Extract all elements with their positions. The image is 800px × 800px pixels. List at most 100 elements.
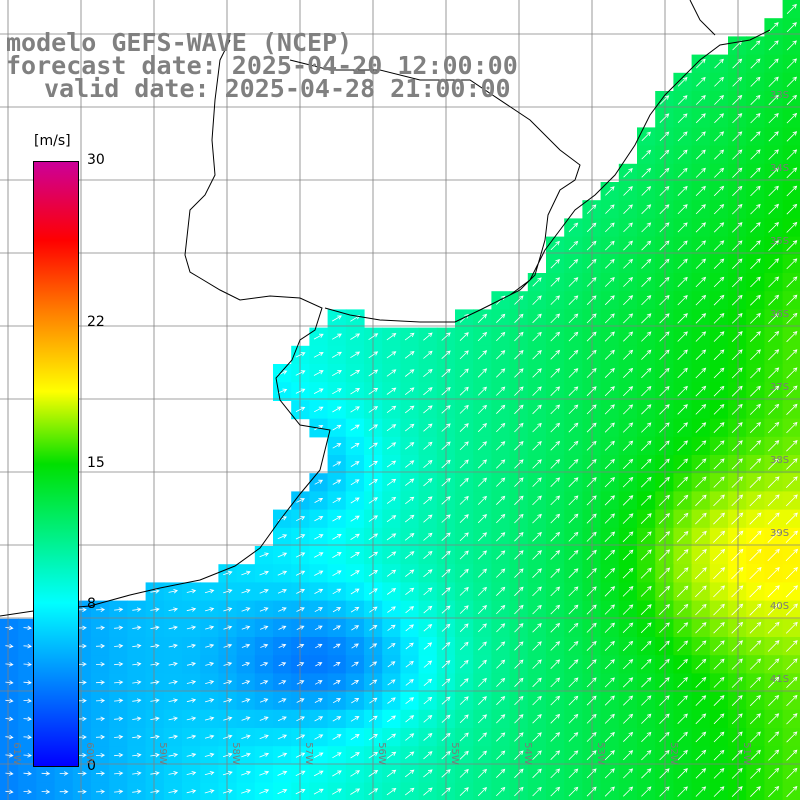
wind-arrow [732, 185, 743, 197]
wind-arrow [514, 732, 524, 742]
wind-arrow [496, 696, 506, 706]
wind-arrow [550, 477, 561, 487]
wind-cell [728, 400, 747, 420]
wind-arrow [641, 440, 652, 451]
wind-arrow [767, 621, 780, 634]
wind-arrow [386, 733, 397, 741]
wind-cell [673, 163, 693, 183]
wind-cell [473, 673, 492, 693]
wind-arrow [295, 734, 306, 740]
wind-cell [637, 327, 656, 347]
wind-cell [673, 273, 693, 292]
wind-cell [637, 309, 656, 329]
wind-cell [600, 764, 620, 784]
wind-cell [728, 455, 747, 474]
wind-arrow [677, 313, 688, 324]
wind-cell [564, 600, 583, 620]
wind-cell [546, 582, 565, 602]
wind-cell [691, 54, 711, 74]
wind-arrow [622, 422, 634, 433]
wind-cell [728, 473, 747, 492]
wind-cell [764, 145, 784, 165]
wind-arrow [732, 203, 743, 215]
wind-cell [564, 291, 583, 310]
wind-cell [746, 291, 765, 310]
wind-cell [764, 436, 784, 456]
wind-arrow [405, 660, 414, 668]
wind-cell [455, 345, 474, 365]
wind-arrow [532, 531, 542, 542]
wind-arrow [568, 222, 579, 233]
wind-arrow [132, 607, 142, 612]
wind-arrow [459, 368, 469, 378]
wind-cell [491, 582, 511, 602]
wind-cell [455, 527, 474, 547]
wind-cell [618, 764, 638, 784]
wind-cell [455, 618, 474, 638]
wind-arrow [114, 789, 124, 794]
wind-arrow [241, 789, 251, 794]
wind-arrow [768, 312, 780, 324]
wind-arrow [532, 604, 542, 615]
wind-cell [546, 364, 565, 383]
wind-cell [709, 72, 729, 92]
latitude-label: 38S [770, 455, 790, 466]
wind-arrow [604, 404, 615, 415]
wind-arrow [459, 532, 469, 542]
wind-cell [473, 691, 492, 711]
wind-arrow [441, 623, 451, 632]
wind-arrow [23, 643, 32, 649]
wind-arrow [241, 770, 251, 776]
wind-arrow [532, 786, 542, 797]
wind-arrow [295, 406, 306, 412]
wind-arrow [514, 386, 524, 396]
wind-arrow [441, 787, 451, 796]
wind-cell [746, 600, 765, 620]
wind-cell [564, 327, 583, 347]
wind-arrow [186, 589, 197, 594]
wind-arrow [713, 676, 725, 688]
wind-arrow [459, 332, 469, 341]
wind-arrow [695, 713, 707, 725]
wind-cell [382, 400, 401, 420]
wind-arrow [659, 95, 670, 105]
wind-cell [345, 582, 365, 602]
wind-cell [418, 418, 438, 438]
wind-arrow [750, 131, 761, 142]
wind-arrow [623, 204, 633, 214]
wind-arrow [695, 622, 707, 634]
wind-arrow [623, 186, 633, 196]
wind-arrow [731, 349, 743, 361]
wind-arrow [423, 387, 433, 396]
wind-cell [764, 418, 784, 438]
wind-cell [673, 673, 693, 693]
wind-arrow [731, 767, 743, 779]
wind-arrow [768, 367, 780, 379]
wind-arrow [241, 752, 251, 758]
wind-cell [400, 673, 420, 693]
wind-cell [746, 327, 765, 347]
wind-cell [546, 418, 565, 438]
wind-arrow [641, 149, 652, 160]
wind-arrow [586, 786, 597, 797]
wind-arrow [731, 658, 743, 670]
wind-arrow [95, 680, 106, 685]
wind-arrow [713, 786, 725, 797]
wind-cell [691, 182, 711, 201]
wind-arrow [368, 369, 379, 377]
wind-arrow [641, 386, 652, 397]
wind-cell [455, 546, 474, 565]
wind-arrow [368, 588, 378, 595]
wind-arrow [713, 367, 725, 379]
wind-arrow [296, 588, 306, 594]
wind-arrow [768, 22, 779, 33]
wind-arrow [405, 751, 415, 759]
wind-cell [291, 491, 310, 511]
wind-arrow [259, 734, 269, 740]
wind-cell [764, 200, 784, 219]
wind-cell [400, 618, 420, 638]
wind-arrow [386, 369, 397, 377]
wind-cell [455, 564, 474, 583]
wind-cell [564, 218, 583, 238]
wind-cell [618, 309, 638, 329]
